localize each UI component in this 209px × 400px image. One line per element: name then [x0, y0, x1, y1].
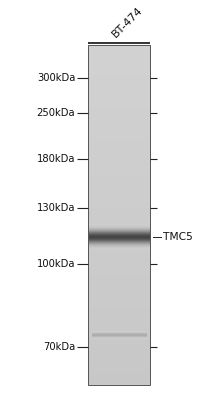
Text: 250kDa: 250kDa [37, 108, 75, 118]
Bar [88, 45, 150, 384]
Text: 70kDa: 70kDa [43, 342, 75, 352]
Text: 130kDa: 130kDa [37, 203, 75, 213]
Text: BT-474: BT-474 [110, 5, 144, 40]
Text: 100kDa: 100kDa [37, 259, 75, 269]
Text: 300kDa: 300kDa [37, 72, 75, 82]
Text: 180kDa: 180kDa [37, 154, 75, 164]
Text: TMC5: TMC5 [163, 232, 193, 242]
